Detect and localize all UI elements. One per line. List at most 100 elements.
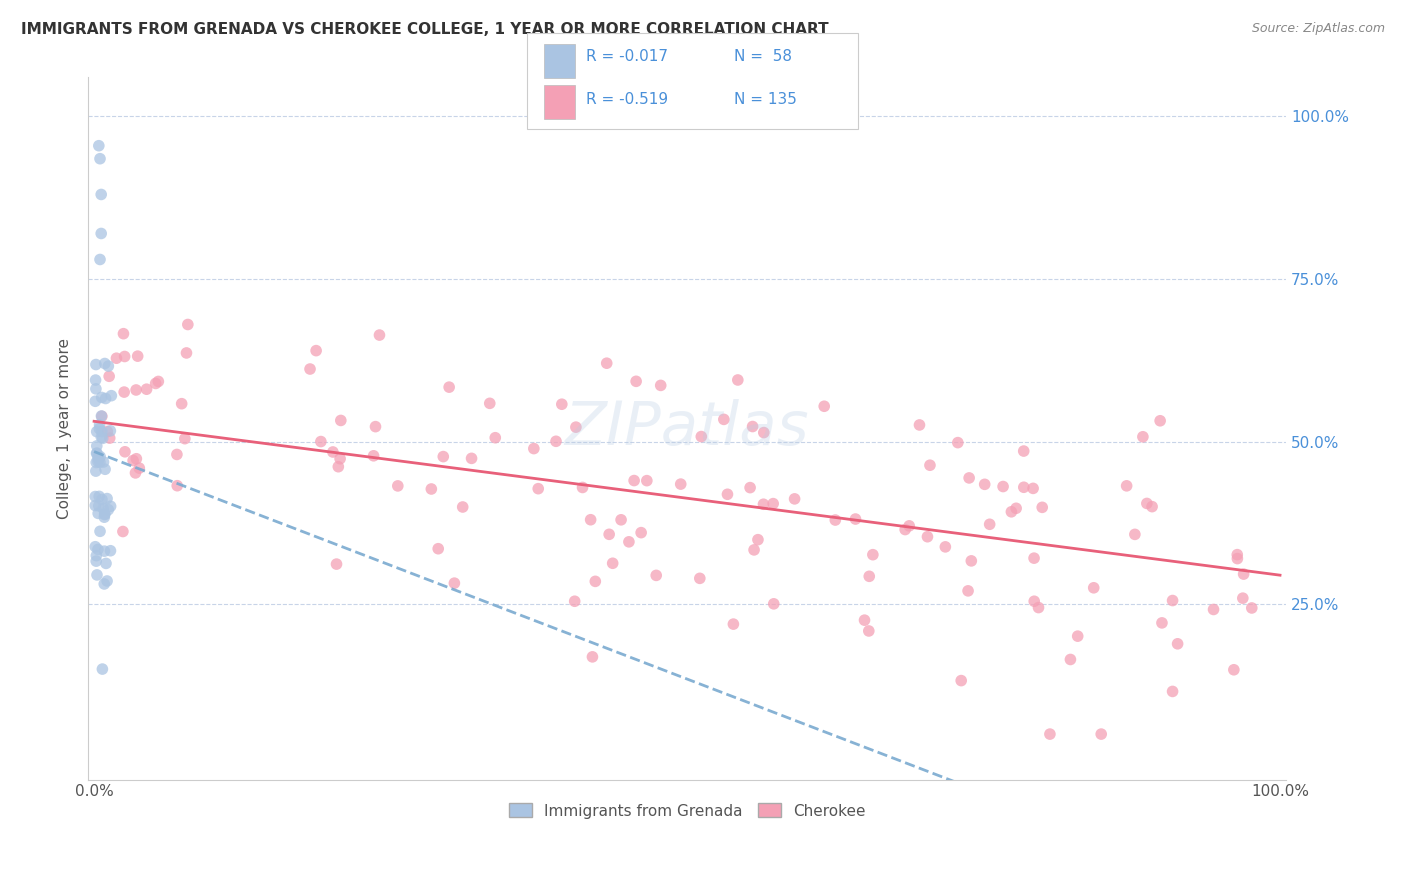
Point [762,497,785,511]
Point [299,362,322,376]
Point [742,542,765,557]
Point [86,446,108,460]
Point [166,447,188,461]
Point [94,462,117,476]
Point [387,479,409,493]
Point [94,392,117,406]
Point [583,574,606,589]
Point [90,391,112,405]
Point [128,461,150,475]
Point [527,482,550,496]
Point [1232,591,1254,606]
Point [813,399,835,413]
Point [87,454,110,468]
Point [1039,727,1062,741]
Point [460,451,482,466]
Point [1202,602,1225,616]
Point [598,527,620,541]
Point [783,491,806,506]
Point [1167,637,1189,651]
Point [145,376,167,391]
Point [86,425,108,439]
Point [723,617,745,632]
Point [917,530,939,544]
Point [124,466,146,480]
Point [112,385,135,400]
Point [84,490,107,504]
Point [690,429,713,443]
Point [443,576,465,591]
Point [579,513,602,527]
Point [325,557,347,571]
Point [1123,527,1146,541]
Point [1028,600,1050,615]
Point [1083,581,1105,595]
Point [176,346,198,360]
Point [98,431,121,445]
Point [437,380,460,394]
Point [1067,629,1090,643]
Point [363,449,385,463]
Point [894,523,917,537]
Point [91,662,114,676]
Point [127,349,149,363]
Point [478,396,501,410]
Point [93,544,115,558]
Text: ZIPatlas: ZIPatlas [565,399,810,458]
Point [89,417,111,432]
Point [610,513,633,527]
Point [824,513,846,527]
Point [727,373,749,387]
Point [89,252,111,267]
Point [84,499,107,513]
Point [1024,594,1046,608]
Point [91,501,114,516]
Point [636,474,658,488]
Point [1115,479,1137,493]
Point [1031,500,1053,515]
Point [89,489,111,503]
Point [1226,548,1249,562]
Point [114,444,136,458]
Point [551,397,574,411]
Point [96,425,118,439]
Point [1012,444,1035,458]
Point [86,568,108,582]
Point [991,479,1014,493]
Point [762,597,785,611]
Point [84,455,107,469]
Text: IMMIGRANTS FROM GRENADA VS CHEROKEE COLLEGE, 1 YEAR OR MORE CORRELATION CHART: IMMIGRANTS FROM GRENADA VS CHEROKEE COLL… [21,22,828,37]
Text: Source: ZipAtlas.com: Source: ZipAtlas.com [1251,22,1385,36]
Point [87,542,110,557]
Point [89,455,111,469]
Point [689,571,711,585]
Text: N =  58: N = 58 [734,49,792,63]
Point [645,568,668,582]
Point [741,419,763,434]
Point [112,326,135,341]
Point [87,450,110,465]
Point [960,554,983,568]
Point [564,594,586,608]
Point [87,138,110,153]
Text: N = 135: N = 135 [734,92,797,106]
Point [86,446,108,460]
Point [617,534,640,549]
Text: R = -0.017: R = -0.017 [586,49,668,63]
Point [84,373,107,387]
Point [90,430,112,444]
Point [84,554,107,568]
Point [111,524,134,539]
Point [973,477,995,491]
Point [1161,684,1184,698]
Point [623,474,645,488]
Point [716,487,738,501]
Point [950,673,973,688]
Point [1226,551,1249,566]
Point [602,556,624,570]
Point [1240,601,1263,615]
Point [1140,500,1163,514]
Point [122,453,145,467]
Point [484,431,506,445]
Point [1022,482,1045,496]
